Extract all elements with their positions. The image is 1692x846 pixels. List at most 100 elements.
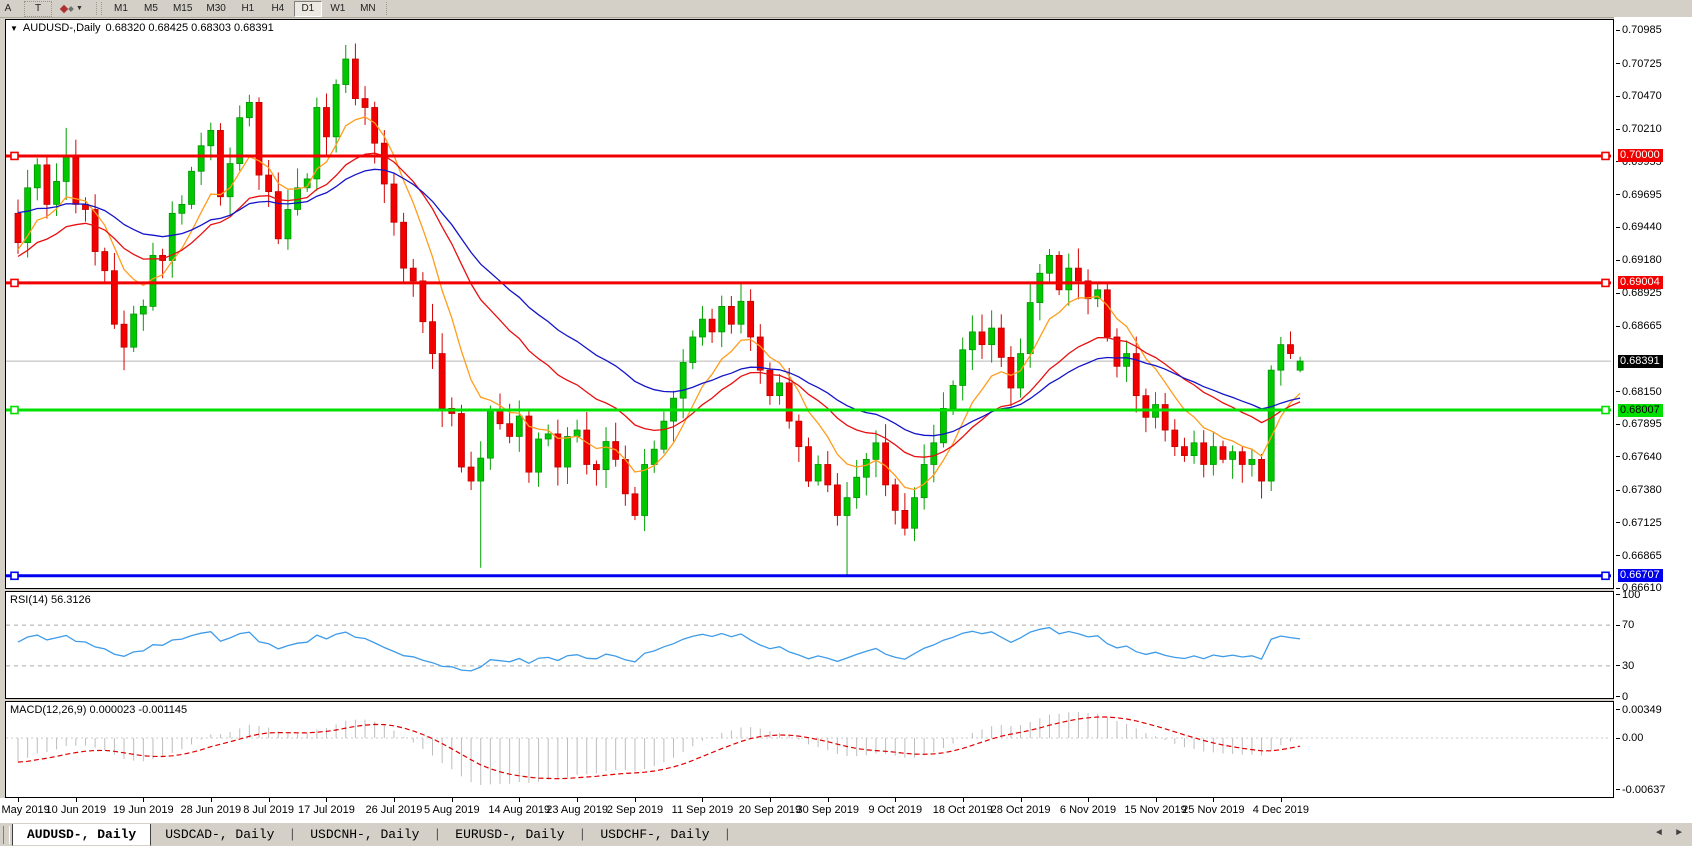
date-axis-label: 6 Nov 2019 <box>1059 804 1117 816</box>
main-chart-canvas[interactable] <box>6 20 1611 586</box>
candles <box>14 43 1304 577</box>
date-axis-label: 28 Jun 2019 <box>180 804 242 816</box>
date-tick <box>326 798 328 802</box>
price-axis-label: 0.67640 <box>1616 451 1662 464</box>
ma-mid-ema <box>17 152 1301 458</box>
hline-0.69004[interactable] <box>6 278 1611 288</box>
hline-0.68007[interactable] <box>6 405 1611 415</box>
date-axis-label: 11 Sep 2019 <box>671 804 734 816</box>
date-tick <box>1280 798 1282 802</box>
toolbar-grip <box>95 2 102 15</box>
chart-tab-bar: AUDUSD-, Daily USDCAD-, Daily | USDCNH-, Da… <box>0 822 1692 846</box>
date-axis-label: 14 Aug 2019 <box>488 804 551 816</box>
arrow-objects-tool-button[interactable]: ▼ <box>54 1 89 17</box>
chart-tab-usdchf[interactable]: USDCHF-, Daily <box>600 827 710 842</box>
tab-divider: | <box>723 827 732 842</box>
price-axis-label: 0.69440 <box>1616 221 1662 234</box>
rsi-line <box>17 626 1301 672</box>
price-badge-0.70000: 0.70000 <box>1618 149 1663 163</box>
date-tick <box>962 798 964 802</box>
chevron-down-icon[interactable]: ▼ <box>10 23 18 33</box>
date-axis-label: 17 Jul 2019 <box>298 804 355 816</box>
tab-scroll-right-icon[interactable]: ► <box>1675 828 1682 839</box>
date-tick <box>634 798 636 802</box>
date-tick <box>451 798 453 802</box>
rsi-axis-label: 30 <box>1616 660 1634 673</box>
timeframe-button-group: M1 M5 M15 M30 H1 H4 D1 W1 MN <box>106 0 383 17</box>
chart-title: ▼ AUDUSD-,Daily 0.68320 0.68425 0.68303 … <box>10 22 274 34</box>
rsi-axis-label: 100 <box>1616 589 1640 602</box>
price-axis-label: 0.69695 <box>1616 189 1662 202</box>
date-axis-label: 15 Nov 2019 <box>1124 804 1187 816</box>
chart-tab-usdcnh[interactable]: USDCNH-, Daily <box>310 827 420 842</box>
date-axis-label: 25 Nov 2019 <box>1182 804 1245 816</box>
price-axis-label: 0.68150 <box>1616 386 1662 399</box>
date-tick <box>769 798 771 802</box>
price-badge-0.68391: 0.68391 <box>1618 354 1663 368</box>
rsi-label: RSI(14) 56.3126 <box>10 594 91 606</box>
timeframe-button-d1[interactable]: D1 <box>293 0 322 17</box>
timeframe-button-m15[interactable]: M15 <box>172 2 193 14</box>
price-axis-label: 0.67125 <box>1616 517 1662 530</box>
date-tick <box>393 798 395 802</box>
price-axis-label: 0.70210 <box>1616 123 1662 136</box>
price-axis[interactable]: 0.709850.707250.704700.702100.699550.696… <box>1614 17 1692 798</box>
date-tick <box>268 798 270 802</box>
text-tool-button[interactable]: T <box>24 0 52 17</box>
price-axis-label: 0.68925 <box>1616 287 1662 300</box>
chart-ohlc-values: 0.68320 0.68425 0.68303 0.68391 <box>105 22 274 34</box>
text-label-tool-button[interactable]: A <box>4 2 12 14</box>
timeframe-button-w1[interactable]: W1 <box>330 2 346 14</box>
price-axis-label: 0.66865 <box>1616 550 1662 563</box>
rsi-value: 56.3126 <box>50 594 91 606</box>
macd-axis-label: 0.00349 <box>1616 704 1662 717</box>
main-chart-panel: ▼ AUDUSD-,Daily 0.68320 0.68425 0.68303 … <box>5 19 1614 589</box>
price-axis-label: 0.68665 <box>1616 320 1662 333</box>
timeframe-button-mn[interactable]: MN <box>360 2 376 14</box>
date-tick <box>702 798 704 802</box>
date-axis-label: 23 Aug 2019 <box>546 804 609 816</box>
timeframe-button-m30[interactable]: M30 <box>206 2 226 14</box>
date-axis-label: 9 Oct 2019 <box>868 804 923 816</box>
chart-tab-audusd[interactable]: AUDUSD-, Daily <box>12 824 152 846</box>
price-axis-label: 0.67895 <box>1616 418 1662 431</box>
macd-panel: MACD(12,26,9) 0.000023 -0.001145 <box>5 701 1614 798</box>
timeframe-button-h4[interactable]: H4 <box>271 2 285 14</box>
date-tick <box>143 798 145 802</box>
price-axis-label: 0.70725 <box>1616 58 1662 71</box>
chart-tab-eurusd[interactable]: EURUSD-, Daily <box>455 827 565 842</box>
rsi-canvas[interactable] <box>6 592 1611 696</box>
macd-signal-line <box>17 716 1301 780</box>
tab-divider: | <box>433 827 442 842</box>
tab-scroll-left-icon[interactable]: ◄ <box>1655 828 1662 839</box>
date-tick <box>18 798 19 802</box>
chevron-down-icon: ▼ <box>76 5 83 12</box>
timeframe-button-m1[interactable]: M1 <box>113 2 128 14</box>
date-axis-label: 30 Sep 2019 <box>796 804 859 816</box>
hline-0.7[interactable] <box>6 151 1611 161</box>
date-tick <box>1088 798 1090 802</box>
macd-axis-label: -0.00637 <box>1616 784 1665 797</box>
price-badge-0.66707: 0.66707 <box>1618 569 1663 583</box>
date-tick <box>1020 798 1022 802</box>
timeframe-button-h1[interactable]: H1 <box>241 2 255 14</box>
price-axis-label: 0.70985 <box>1616 24 1662 37</box>
tab-divider: | <box>288 827 297 842</box>
hline-0.66707[interactable] <box>6 571 1611 581</box>
macd-canvas[interactable] <box>6 702 1611 795</box>
date-tick <box>577 798 579 802</box>
date-tick <box>75 798 77 802</box>
ma-slow-ema <box>17 168 1301 437</box>
date-axis-label: 28 Oct 2019 <box>990 804 1051 816</box>
timeframe-button-m5[interactable]: M5 <box>143 2 158 14</box>
date-axis-label: 18 Oct 2019 <box>932 804 993 816</box>
date-tick <box>895 798 897 802</box>
date-tick <box>1213 798 1215 802</box>
rsi-axis-label: 0 <box>1616 691 1628 704</box>
top-toolbar: A T ▼ M1 M5 M15 M30 H1 H4 D1 W1 MN <box>0 0 1692 18</box>
date-tick <box>210 798 212 802</box>
rsi-axis-label: 70 <box>1616 619 1634 632</box>
ma-fast-ema <box>17 116 1301 491</box>
chart-tab-usdcad[interactable]: USDCAD-, Daily <box>165 827 275 842</box>
